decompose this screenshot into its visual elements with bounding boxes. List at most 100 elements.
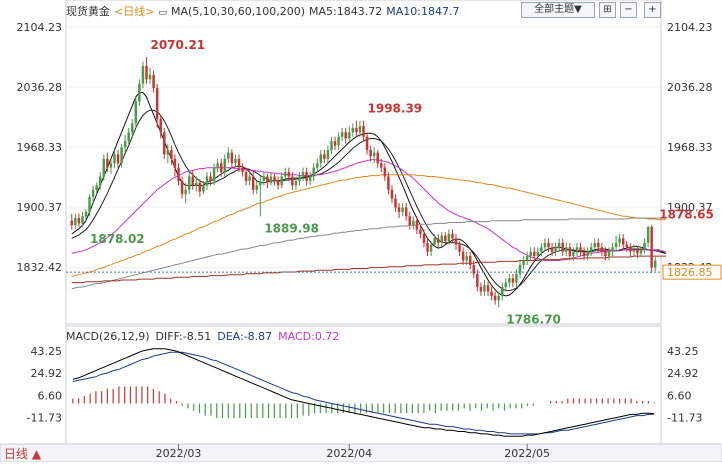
candle-body — [348, 132, 351, 139]
period-label[interactable]: <日线> — [114, 5, 155, 18]
candle-body — [579, 247, 582, 252]
candle-body — [468, 256, 472, 265]
candle-body — [184, 189, 187, 195]
candle-body — [636, 249, 639, 254]
candle-body — [372, 152, 376, 157]
candle-body — [198, 182, 202, 192]
price-annotation: 1998.39 — [368, 101, 423, 115]
candle-body — [529, 251, 532, 257]
xtick-label: 2022/05 — [504, 447, 550, 460]
candle-body — [330, 141, 333, 150]
candle-body — [533, 251, 536, 257]
candle-body — [163, 132, 166, 155]
candle-body — [476, 273, 479, 288]
candle-body — [113, 154, 116, 164]
period-tab[interactable]: 日线 ▲ — [4, 447, 42, 461]
candle-body — [241, 167, 244, 173]
ma10-value: MA10:1847.7 — [386, 5, 460, 18]
main-ytick-left: 1832.42 — [17, 261, 63, 274]
candle-body — [486, 285, 490, 292]
candle-body — [269, 176, 273, 183]
last-price-label: 1826.85 — [667, 266, 713, 279]
grid-icon[interactable]: ⊞ — [599, 2, 616, 18]
xtick-label: 2022/04 — [326, 447, 372, 460]
candle-body — [419, 229, 422, 234]
candle-body — [369, 149, 372, 157]
candle-body — [593, 242, 596, 248]
candle-body — [447, 233, 451, 242]
candle-body — [255, 185, 259, 190]
candle-body — [504, 282, 508, 288]
candle-body — [148, 74, 152, 80]
main-ytick-left: 1968.33 — [17, 141, 63, 154]
macd-header: MACD(26,12,9) DIFF:-8.51 DEA:-8.87 MACD:0.7… — [66, 330, 345, 343]
candle-body — [515, 273, 518, 283]
candle-body — [152, 74, 155, 89]
candle-body — [131, 123, 134, 133]
candle-body — [629, 247, 632, 252]
price-annotation: 2070.21 — [150, 38, 205, 52]
candle-body — [483, 285, 486, 292]
candle-body — [259, 180, 262, 186]
candle-body — [572, 251, 575, 257]
candle-body — [550, 247, 554, 252]
candle-body — [525, 256, 529, 261]
candle-body — [536, 251, 540, 257]
candle-body — [308, 176, 312, 181]
candle-body — [589, 247, 593, 252]
candle-body — [170, 149, 173, 159]
candle-body — [227, 152, 230, 159]
candle-body — [358, 126, 362, 133]
candle-body — [209, 176, 212, 181]
candle-body — [102, 158, 106, 177]
ma-line-ma60 — [71, 174, 666, 277]
xtick-label: 2022/03 — [156, 447, 202, 460]
candle-body — [77, 218, 81, 224]
candle-body — [88, 196, 91, 212]
macd-ytick-right: 24.92 — [667, 367, 699, 380]
candle-body — [582, 251, 586, 257]
macd-dea-value: DEA:-8.87 — [217, 330, 273, 343]
topic-dropdown-button[interactable]: 全部主题▼ — [521, 2, 595, 18]
candle-body — [316, 163, 319, 168]
plus-icon[interactable]: + — [644, 2, 661, 18]
minus-icon[interactable]: − — [620, 2, 637, 18]
candle-body — [625, 244, 629, 248]
candle-body — [276, 180, 280, 186]
candle-body — [109, 163, 113, 168]
candle-body — [319, 154, 323, 164]
candle-body — [461, 251, 465, 261]
candle-body — [433, 238, 436, 245]
candle-body — [554, 247, 557, 252]
candle-body — [291, 176, 294, 186]
price-annotation: 1889.98 — [264, 221, 319, 235]
candle-body — [394, 198, 397, 208]
candle-body — [202, 185, 205, 192]
candle-body — [472, 264, 476, 274]
macd-panel-frame — [65, 325, 662, 445]
candle-body — [543, 242, 547, 248]
candle-body — [191, 176, 194, 186]
candle-body — [106, 158, 109, 168]
candle-body — [458, 244, 461, 252]
price-annotation: 1878.65 — [659, 207, 714, 221]
candle-body — [408, 216, 411, 226]
ma-config-label[interactable]: MA(5,10,30,60,100,200) — [170, 5, 306, 18]
candle-body — [251, 176, 255, 190]
candle-body — [444, 235, 447, 242]
symbol-label: 现货黄金 — [66, 5, 110, 18]
candle-body — [650, 226, 653, 268]
main-ytick-right: 1968.33 — [667, 141, 713, 154]
candle-body — [301, 172, 305, 177]
candle-body — [390, 189, 394, 199]
candle-body — [205, 176, 209, 186]
candle-body — [611, 247, 614, 252]
candle-body — [607, 251, 611, 257]
candle-body — [134, 101, 138, 124]
candle-body — [643, 242, 646, 250]
candle-body — [646, 226, 650, 243]
candle-body — [155, 88, 159, 120]
macd-config-label[interactable]: MACD(26,12,9) — [66, 330, 150, 343]
